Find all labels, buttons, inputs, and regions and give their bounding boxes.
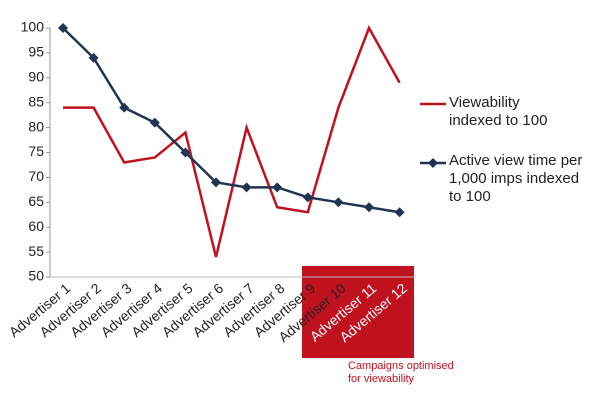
- y-tick-label: 65: [28, 193, 44, 209]
- y-tick-label: 80: [28, 118, 44, 134]
- y-tick-label: 95: [28, 44, 44, 60]
- y-tick-label: 50: [28, 268, 44, 284]
- series-line: [63, 25, 401, 258]
- series-line: [62, 27, 400, 214]
- marker: [241, 182, 252, 193]
- legend-label: Viewability indexed to 100: [449, 94, 548, 129]
- y-tick-label: 75: [28, 143, 44, 159]
- marker: [333, 197, 344, 208]
- marker: [58, 23, 68, 33]
- highlight-box: [302, 266, 414, 358]
- y-tick-label: 70: [28, 168, 44, 184]
- marker: [180, 147, 191, 158]
- marker: [119, 102, 130, 113]
- marker: [394, 207, 405, 218]
- marker: [211, 177, 221, 188]
- marker: [364, 202, 374, 213]
- marker: [88, 52, 99, 63]
- y-tick-label: 90: [28, 69, 44, 85]
- annotation: Campaigns optimised for viewability: [348, 360, 454, 385]
- y-tick-label: 85: [28, 93, 44, 109]
- y-tick-label: 100: [21, 19, 45, 35]
- legend-label: Active view time per 1,000 imps indexed …: [449, 152, 583, 205]
- marker: [149, 117, 160, 128]
- marker: [302, 192, 313, 203]
- legend-marker: [428, 158, 438, 168]
- y-tick-label: 55: [28, 243, 44, 259]
- marker: [272, 182, 283, 193]
- y-tick-label: 60: [28, 218, 44, 234]
